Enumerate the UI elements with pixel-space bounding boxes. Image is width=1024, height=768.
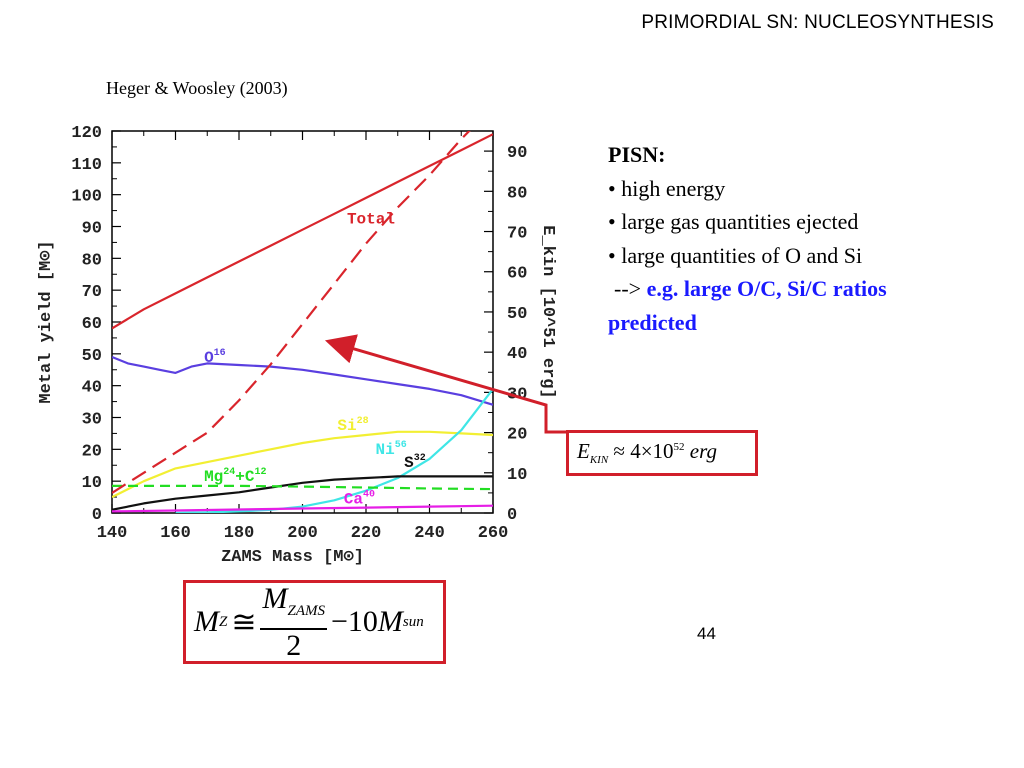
curve-label: Si28	[337, 416, 368, 435]
x-tick-label: 200	[287, 524, 318, 543]
y2-tick-label: 80	[507, 184, 527, 203]
mz-numerator: MZAMS	[260, 582, 327, 630]
x-tick-label: 140	[97, 524, 128, 543]
series-line-si-	[112, 430, 493, 499]
y2-tick-label: 70	[507, 225, 527, 244]
mzams-symbol: M	[262, 582, 288, 615]
bullet-item: • high energy	[608, 175, 726, 201]
y-tick-label: 30	[82, 411, 102, 430]
y-tick-label: 120	[71, 124, 102, 143]
ekin-exponent: 52	[673, 441, 685, 453]
curve-label-sup: 24	[223, 467, 235, 478]
curve-label-text: Ca	[344, 490, 364, 508]
y2-tick-label: 40	[507, 345, 527, 364]
curve-label-sup: 16	[214, 348, 226, 359]
y-tick-label: 110	[71, 156, 102, 175]
x-tick-label: 160	[160, 524, 191, 543]
y2-tick-label: 60	[507, 265, 527, 284]
ekin-relation: ≈	[613, 439, 625, 463]
curve-label-text: Si	[337, 417, 356, 435]
x-tick-label: 220	[351, 524, 382, 543]
mz-symbol: M	[194, 605, 219, 638]
y2-tick-label: 20	[507, 426, 527, 445]
y2-tick-label: 90	[507, 144, 527, 163]
citation: Heger & Woosley (2003)	[106, 78, 288, 98]
curve-label-text: Mg	[204, 468, 223, 486]
series-line-ca-	[112, 504, 493, 513]
y-axis-label: Metal yield [M⊙]	[37, 240, 56, 403]
mz-denominator: 2	[286, 629, 302, 662]
series-line-ni-	[175, 388, 493, 513]
y2-axis-label: E_kin [10^51 erg]	[538, 225, 557, 398]
ekin-equation-box: EKIN ≈ 4×1052 erg	[566, 430, 758, 476]
series-line-total	[112, 133, 493, 330]
y2-tick-label: 0	[507, 506, 517, 525]
note-highlight-continued: predicted	[608, 309, 697, 335]
annotation-arrow	[324, 334, 566, 434]
bullet-item: • large gas quantities ejected	[608, 209, 859, 234]
note-highlight: e.g. large O/C, Si/C ratios	[646, 276, 887, 301]
plot-frame	[111, 130, 494, 514]
curve-label-sup: 32	[414, 453, 426, 464]
x-axis-label: ZAMS Mass [M⊙]	[221, 548, 364, 567]
curve-label-tail-sup: 12	[254, 467, 266, 478]
x-tick-label: 240	[414, 524, 445, 543]
y-tick-label: 20	[82, 442, 102, 461]
bullet-list: PISN: • high energy • large gas quantiti…	[608, 138, 1008, 339]
y-tick-label: 60	[82, 315, 102, 334]
mz-fraction: MZAMS 2	[260, 582, 327, 662]
series-line-o-	[112, 355, 493, 406]
curve-label: S32	[404, 453, 426, 472]
y2-tick-label: 10	[507, 466, 527, 485]
curve-label-sup: 56	[395, 440, 407, 451]
curve-label-text: Total	[347, 210, 395, 228]
curve-label: Ni56	[376, 440, 407, 459]
curve-label-sup: 40	[363, 489, 375, 500]
y2-tick-label: 50	[507, 305, 527, 324]
msun-symbol: M	[377, 605, 403, 638]
page-number: 44	[697, 624, 716, 643]
y-tick-label: 70	[82, 283, 102, 302]
curve-label: Mg24+C12	[204, 467, 266, 486]
y-tick-label: 50	[82, 347, 102, 366]
ekin-equation: EKIN ≈ 4×1052 erg	[577, 439, 717, 466]
x-tick-label: 260	[478, 524, 509, 543]
series-line-mg-c-	[112, 484, 493, 491]
bullet-note: --> e.g. large O/C, Si/C ratios	[608, 272, 1008, 306]
ekin-subscript: KIN	[589, 454, 609, 467]
y-tick-label: 90	[82, 220, 102, 239]
curve-label-tail: +C	[235, 468, 255, 486]
mz-relation: ≅	[231, 605, 257, 639]
msun-subscript: sun	[402, 613, 424, 630]
series-line-s-	[112, 475, 493, 511]
y-tick-label: 100	[71, 188, 102, 207]
mz-minus-term: −10	[330, 605, 378, 638]
ekin-coefficient: 4×10	[630, 439, 674, 463]
curve-label-text: O	[204, 349, 214, 367]
curve-label-sup: 28	[357, 416, 369, 427]
note-arrow: -->	[614, 276, 642, 301]
curve-label: Ca40	[344, 489, 375, 508]
ekin-symbol: E	[577, 439, 590, 463]
mzams-subscript: ZAMS	[287, 603, 325, 619]
ekin-unit: erg	[689, 439, 718, 463]
y-tick-label: 80	[82, 251, 102, 270]
y-tick-label: 0	[92, 506, 102, 525]
bullet-item: • large quantities of O and Si	[608, 242, 863, 268]
curve-label-text: S	[404, 454, 414, 472]
bullet-heading: PISN:	[608, 142, 666, 167]
series-group	[112, 131, 493, 513]
x-tick-label: 180	[224, 524, 255, 543]
y-tick-label: 40	[82, 379, 102, 398]
curve-label: O16	[204, 348, 226, 367]
y-tick-label: 10	[82, 474, 102, 493]
series-line-ekin	[112, 131, 471, 494]
curve-label-text: Ni	[376, 441, 395, 459]
mz-subscript: Z	[219, 613, 228, 630]
slide-title: PRIMORDIAL SN: NUCLEOSYNTHESIS	[641, 12, 994, 33]
curve-label: Total	[347, 210, 395, 228]
